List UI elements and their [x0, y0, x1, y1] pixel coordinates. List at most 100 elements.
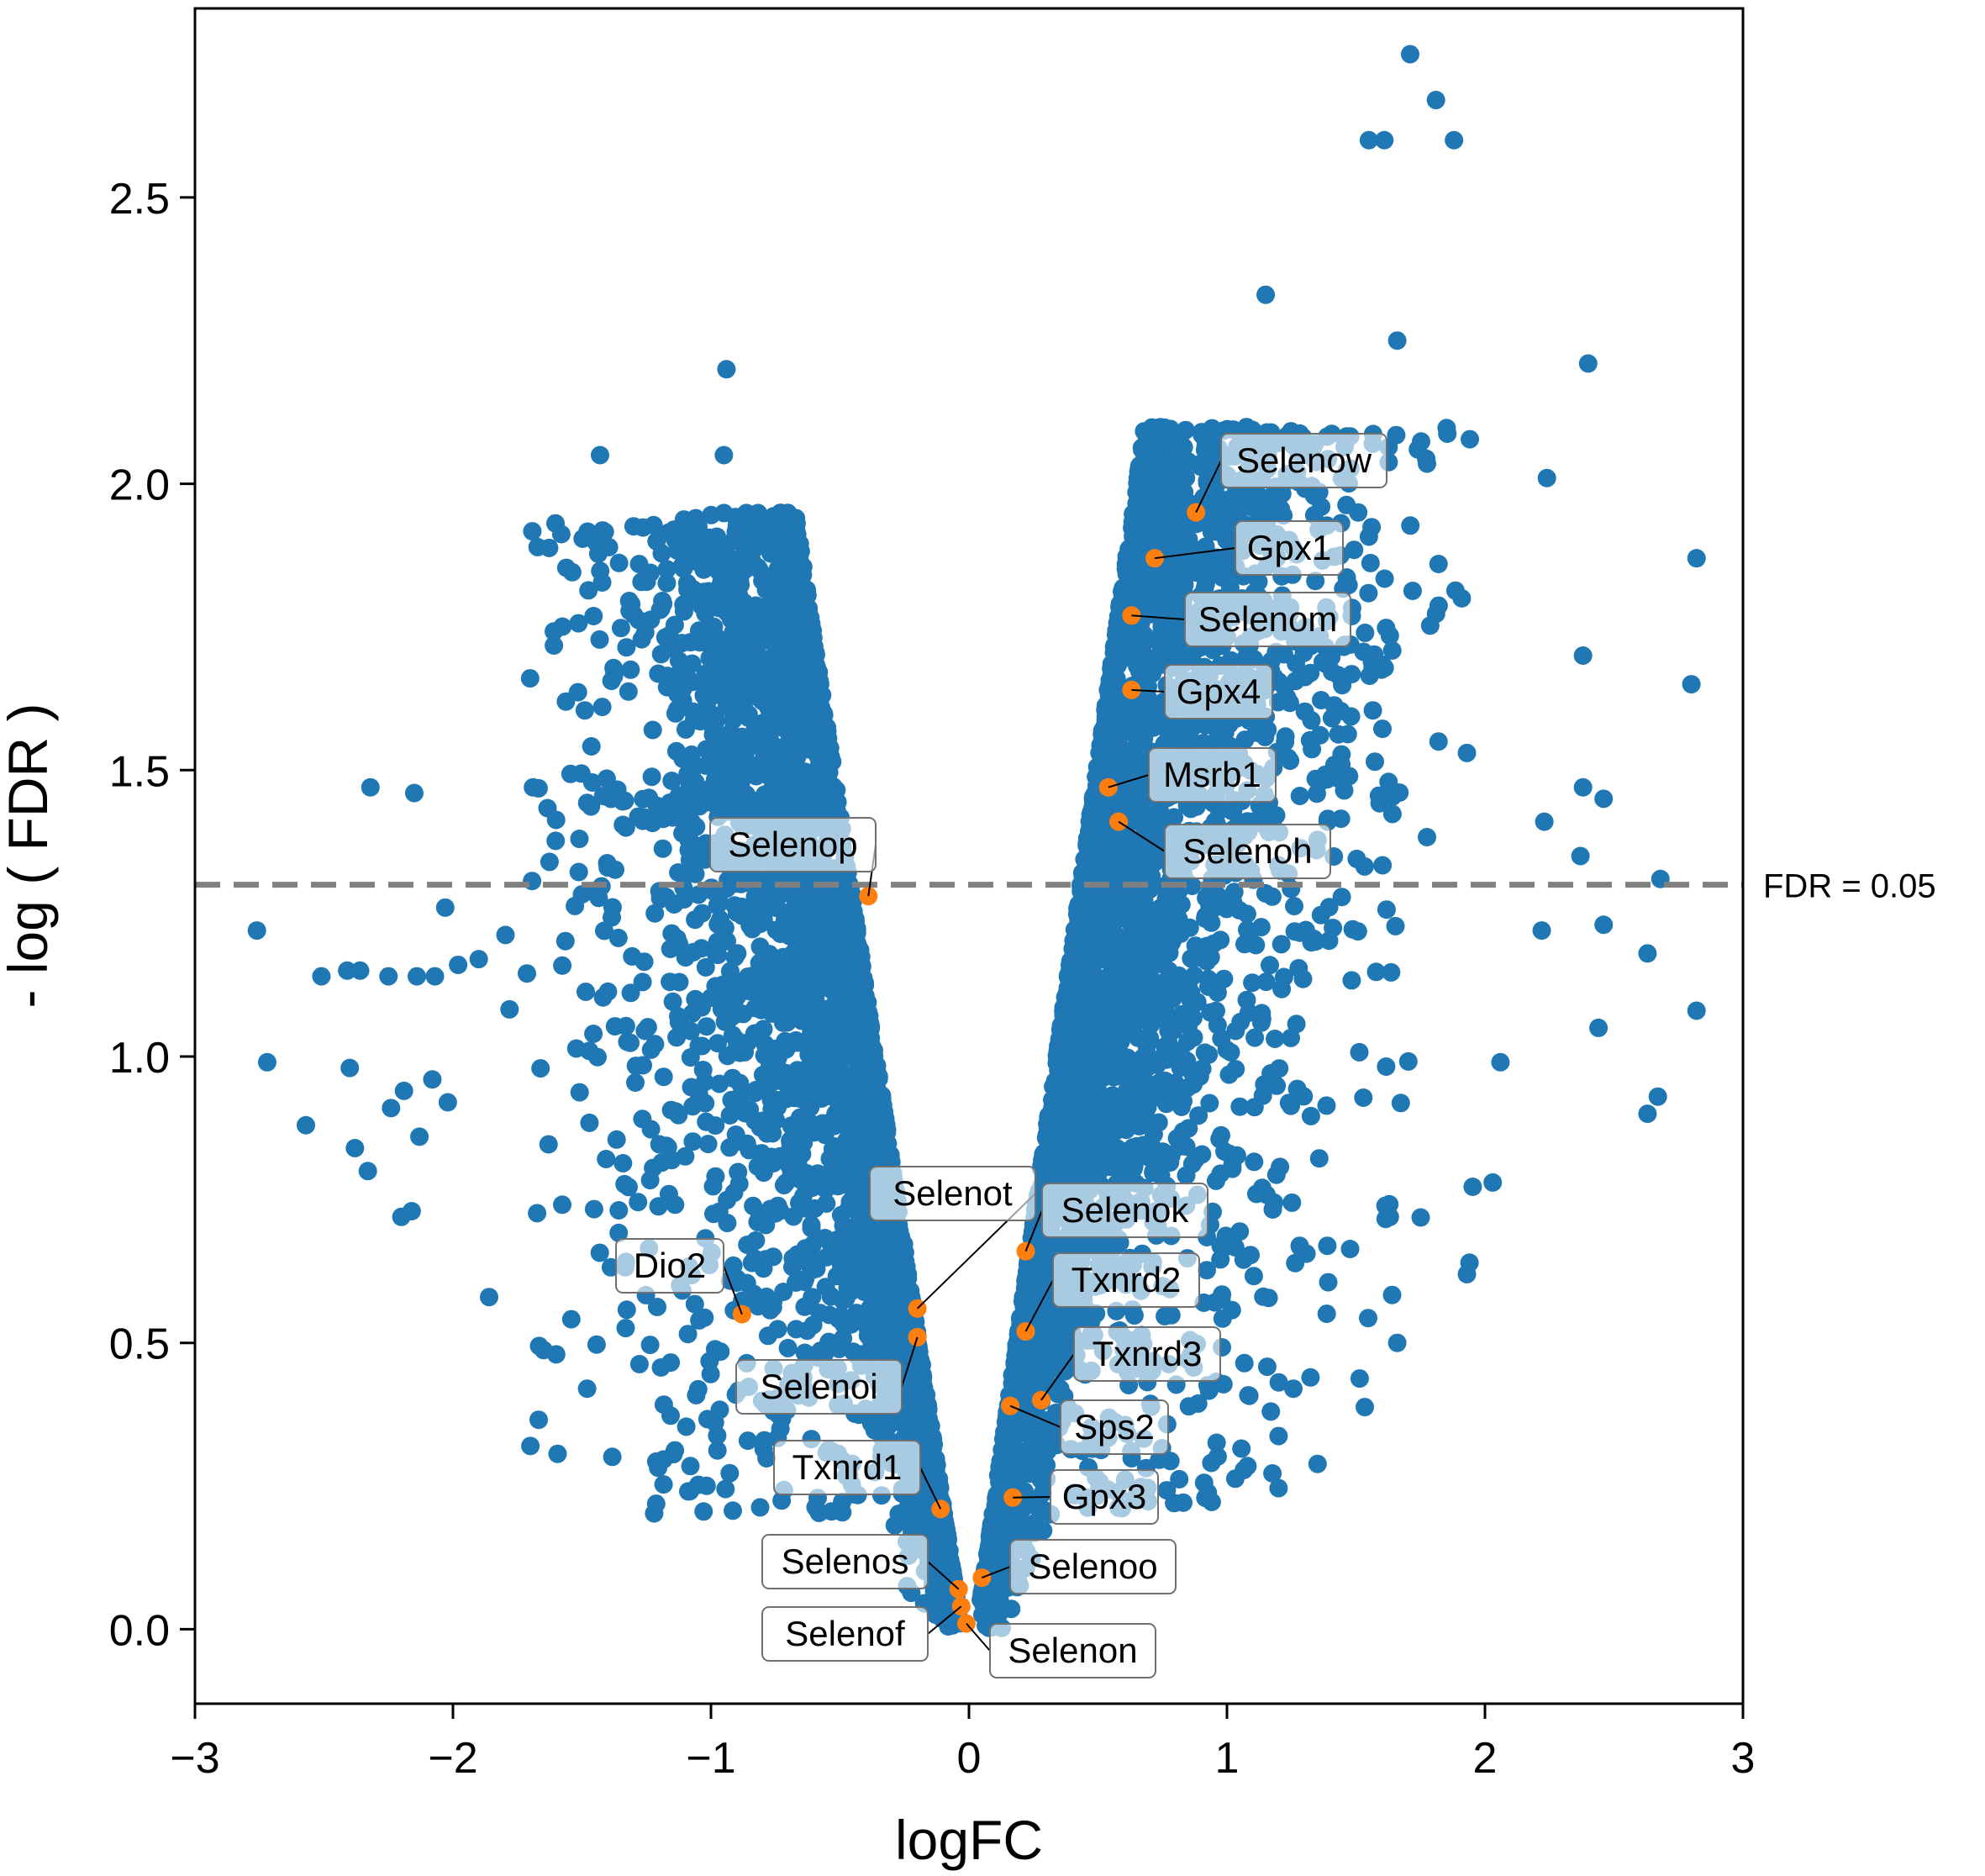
gene-point [657, 573, 677, 593]
gene-point [579, 581, 598, 600]
gene-point [702, 505, 721, 524]
gene-point [839, 988, 858, 1008]
gene-point [795, 762, 814, 782]
gene-point [840, 1014, 859, 1034]
gene-point [588, 544, 608, 563]
gene-point [735, 684, 754, 704]
gene-point [803, 962, 823, 980]
gene-point [848, 1238, 867, 1257]
gene-point [619, 682, 638, 701]
gene-point [645, 904, 665, 923]
gene-point [642, 767, 661, 787]
gene-point [887, 1283, 906, 1302]
gene-point [766, 920, 786, 940]
gene-point [808, 660, 827, 679]
gene-point [856, 993, 876, 1012]
gene-point [725, 580, 745, 599]
gene-point [747, 633, 766, 652]
gene-point [724, 531, 743, 551]
gene-point [584, 607, 603, 625]
gene-point [647, 532, 666, 551]
gene-point [822, 953, 841, 972]
gene-point [1382, 804, 1402, 824]
gene-point [782, 750, 802, 769]
gene-point [777, 788, 797, 808]
gene-point [860, 1264, 879, 1283]
gene-point [916, 1410, 935, 1429]
gene-point [798, 714, 817, 734]
gene-point [1359, 527, 1378, 546]
gene-point [845, 958, 865, 978]
gene-point [569, 614, 588, 633]
gene-point [1290, 787, 1309, 805]
gene-point [794, 990, 813, 1009]
gene-point [799, 938, 819, 956]
gene-point [1177, 1166, 1196, 1185]
gene-point [674, 595, 693, 614]
gene-point [799, 607, 819, 626]
gene-point [1126, 1009, 1145, 1029]
gene-point [814, 885, 834, 904]
gene-point [833, 893, 852, 912]
gene-point [722, 549, 741, 568]
gene-point [669, 651, 688, 670]
gene-point [1375, 569, 1394, 588]
gene-point [1033, 1483, 1052, 1503]
gene-point [826, 1111, 845, 1130]
gene-point [783, 629, 803, 648]
gene-point [813, 1063, 832, 1083]
gene-point [621, 600, 640, 619]
gene-point [799, 1045, 819, 1064]
gene-point [827, 1267, 846, 1286]
gene-point [632, 630, 651, 649]
gene-point [1359, 583, 1378, 603]
gene-point [1277, 688, 1297, 707]
gene-point [540, 538, 559, 557]
gene-point [719, 600, 739, 619]
gene-point [819, 762, 839, 782]
gene-point [820, 1149, 840, 1168]
background-points [247, 45, 1706, 1637]
gene-point [1461, 429, 1479, 449]
gene-point [684, 551, 703, 571]
gene-point [617, 638, 636, 657]
gene-point [637, 572, 656, 592]
gene-point [739, 546, 758, 565]
gene-point [575, 701, 594, 720]
gene-point [852, 1125, 871, 1145]
gene-point [764, 756, 783, 776]
gene-point [634, 518, 653, 537]
gene-point [666, 741, 686, 761]
gene-point [653, 839, 672, 858]
gene-point [751, 721, 771, 740]
gene-point [698, 677, 718, 696]
gene-point [840, 1072, 860, 1092]
gene-point [815, 1125, 835, 1145]
gene-point [698, 693, 717, 713]
gene-point [740, 512, 759, 530]
gene-point [1312, 691, 1330, 709]
gene-point [789, 661, 808, 681]
gene-point [831, 1042, 850, 1062]
gene-point [763, 671, 782, 690]
gene-point [778, 503, 798, 523]
gene-point [650, 600, 670, 619]
gene-point [921, 1438, 940, 1457]
gene-point [651, 645, 671, 664]
gene-point [545, 622, 563, 641]
gene-point [879, 1240, 898, 1259]
gene-point [611, 619, 630, 638]
gene-point [792, 568, 811, 588]
gene-point [1356, 623, 1375, 642]
gene-point [593, 521, 612, 540]
gene-point [834, 1216, 853, 1236]
gene-point [709, 641, 729, 661]
gene-point [876, 1341, 895, 1360]
gene-point [602, 672, 621, 691]
gene-point [749, 659, 768, 678]
gene-point [704, 742, 724, 761]
gene-point [667, 700, 687, 719]
gene-point [523, 522, 542, 541]
gene-point [678, 580, 698, 599]
gene-point [766, 703, 785, 722]
